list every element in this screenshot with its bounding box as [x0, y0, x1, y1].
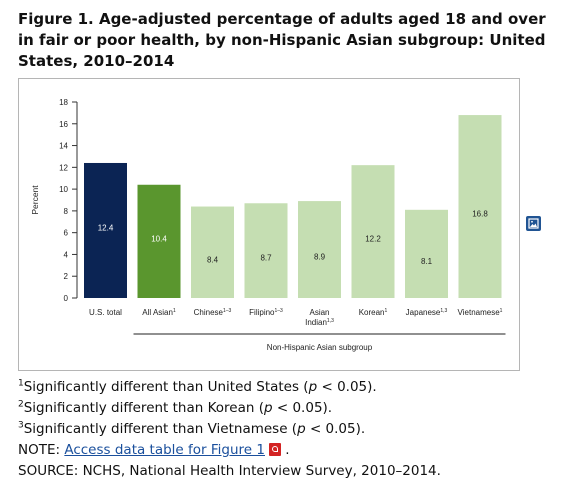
category-label: U.S. total	[89, 308, 122, 317]
y-axis-label: Percent	[30, 185, 40, 215]
image-expand-icon[interactable]	[526, 216, 541, 231]
bar	[84, 162, 127, 298]
bar-value-label: 8.7	[260, 254, 272, 263]
pdf-icon[interactable]	[269, 443, 281, 456]
footnote-1: 1Significantly different than United Sta…	[18, 378, 377, 395]
bar	[458, 115, 502, 298]
category-label: Korean1	[359, 308, 388, 317]
bar-value-label: 10.4	[151, 234, 167, 243]
figure-notes: 1Significantly different than United Sta…	[18, 377, 578, 482]
data-table-link[interactable]: Access data table for Figure 1	[64, 442, 265, 458]
bar	[298, 201, 341, 298]
chart-frame: 0 2 4 6 8 10 12 14 16 18 Percent 12.4 U.S. total 10.4…	[18, 78, 520, 371]
bar	[137, 184, 181, 298]
category-label: Japanese1,3	[406, 308, 448, 317]
category-label: Chinese1–3	[194, 308, 232, 317]
y-tick-label: 2	[64, 272, 69, 281]
y-tick-label: 8	[64, 207, 69, 216]
bar	[351, 165, 395, 298]
category-label: Filipino1–3	[249, 308, 283, 317]
bar-value-label: 8.9	[314, 253, 326, 262]
y-tick-label: 12	[59, 163, 68, 172]
category-label-line2: Indian1,3	[305, 318, 334, 327]
footnote-2: 2Significantly different than Korean (p …	[18, 399, 333, 416]
bar-value-label: 8.4	[207, 255, 219, 264]
note-line: NOTE: Access data table for Figure 1 .	[18, 442, 290, 458]
y-tick-label: 16	[59, 120, 68, 129]
category-label: Asian	[309, 308, 329, 317]
bar-chart: 0 2 4 6 8 10 12 14 16 18 Percent 12.4 U.S. total 10.4…	[30, 98, 506, 352]
category-label: Vietnamese1	[458, 308, 503, 317]
category-label: All Asian1	[142, 308, 176, 317]
source-line: SOURCE: NCHS, National Health Interview …	[18, 463, 441, 479]
y-tick-label: 6	[64, 229, 69, 238]
bar	[244, 203, 288, 298]
bar-value-label: 16.8	[472, 210, 488, 219]
footnote-3: 3Significantly different than Vietnamese…	[18, 420, 366, 437]
y-tick-label: 14	[59, 142, 68, 151]
y-tick-label: 10	[59, 185, 68, 194]
bar-value-label: 8.1	[421, 257, 433, 266]
y-tick-label: 0	[64, 294, 69, 303]
y-tick-label: 4	[64, 250, 69, 259]
figure-title: Figure 1. Age-adjusted percentage of adu…	[18, 10, 546, 70]
bar-value-label: 12.2	[365, 235, 381, 244]
bar	[191, 206, 234, 298]
bar	[405, 209, 448, 298]
y-tick-label: 18	[59, 98, 68, 107]
group-label: Non-Hispanic Asian subgroup	[267, 343, 373, 352]
bar-value-label: 12.4	[98, 223, 114, 232]
